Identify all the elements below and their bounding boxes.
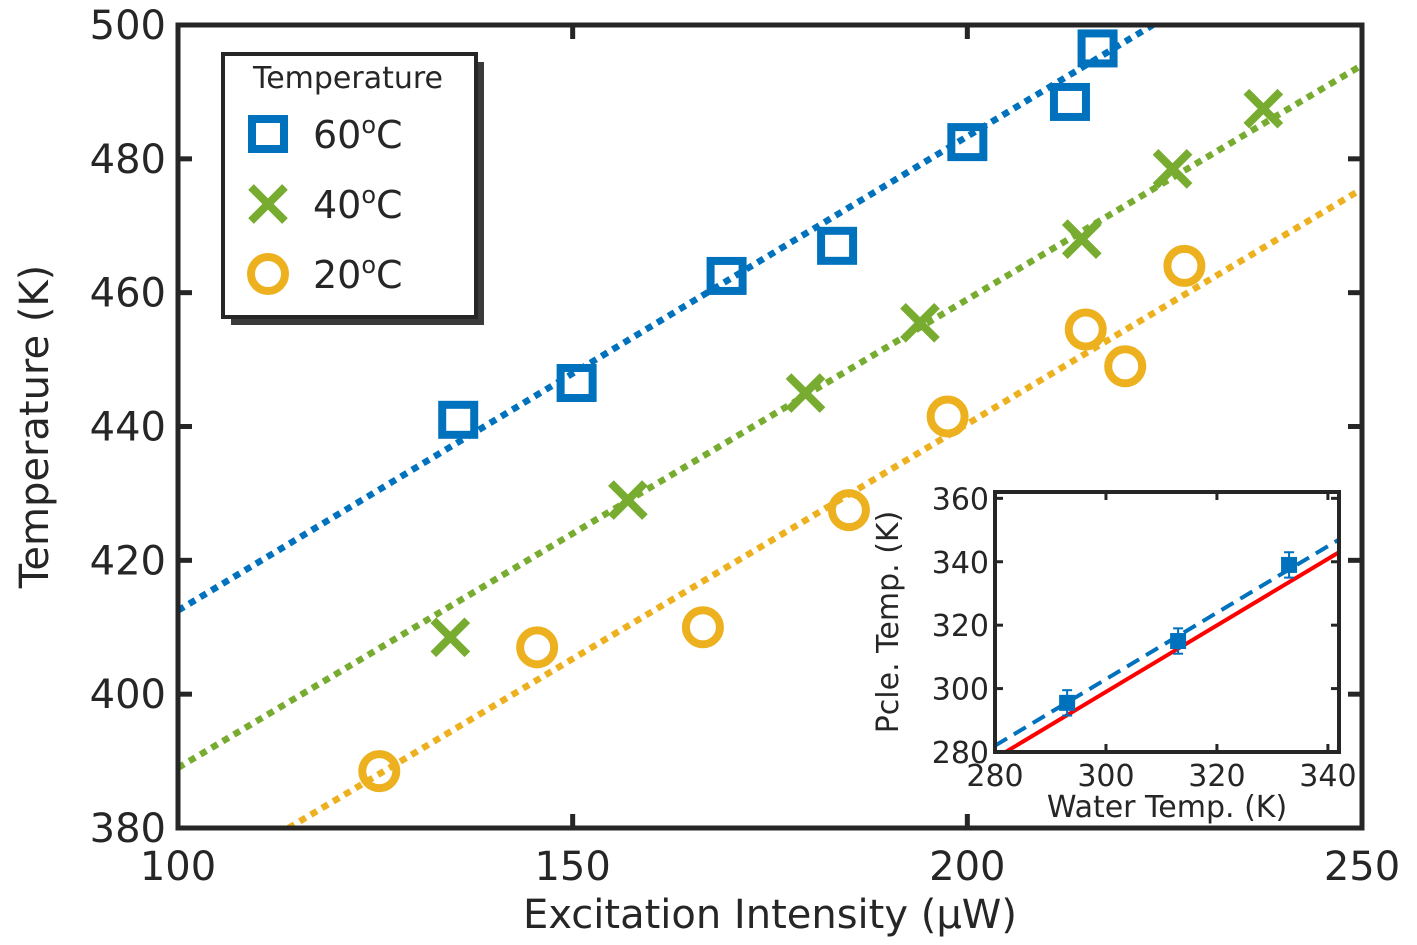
inset-x-axis-label: Water Temp. (K) <box>1047 790 1287 825</box>
data-point <box>947 123 988 162</box>
fit-line-2 <box>286 186 1362 828</box>
data-point <box>516 626 559 669</box>
data-point <box>926 395 969 438</box>
y-tick-label: 480 <box>90 137 166 183</box>
legend-label-superscript: o <box>361 111 376 139</box>
y-tick-label: 460 <box>90 271 166 317</box>
y-tick-label: 380 <box>90 806 166 852</box>
data-point <box>785 373 826 413</box>
inset-y-tick-label: 280 <box>932 736 989 771</box>
x-tick-label: 250 <box>1324 844 1400 890</box>
inset-y-tick-label: 340 <box>932 546 989 581</box>
legend-title: Temperature <box>252 61 443 96</box>
x-tick-label: 100 <box>140 844 216 890</box>
y-axis-label: Temperature (K) <box>12 265 58 590</box>
inset-data-point <box>1059 694 1076 711</box>
data-point <box>430 617 471 658</box>
legend-label-superscript: o <box>361 181 376 209</box>
data-point <box>1061 219 1102 259</box>
data-point <box>1243 88 1284 129</box>
inset-data-point <box>1281 556 1298 573</box>
inset-y-tick-label: 300 <box>932 673 989 708</box>
inset-y-tick-label: 320 <box>932 609 989 644</box>
inset-x-tick-label: 280 <box>966 759 1023 794</box>
inset-x-tick-label: 340 <box>1299 759 1356 794</box>
y-tick-label: 420 <box>90 538 166 584</box>
legend-label-superscript: o <box>361 251 376 279</box>
y-tick-label: 440 <box>90 405 166 451</box>
inset-y-tick-label: 360 <box>932 482 989 517</box>
inset-x-tick-label: 320 <box>1188 759 1245 794</box>
series-2 <box>358 244 1206 793</box>
data-point <box>1049 82 1090 121</box>
inset-background <box>995 492 1339 752</box>
legend-item-1: 40oC <box>248 181 403 227</box>
data-point <box>681 606 724 649</box>
legend-label-unit: C <box>376 113 403 157</box>
data-point <box>817 226 858 265</box>
legend-marker <box>248 184 288 224</box>
data-point <box>556 364 597 403</box>
inset-line-dashed <box>995 537 1339 748</box>
data-point <box>900 302 940 343</box>
legend-box <box>221 52 478 319</box>
legend-label-unit: C <box>376 183 403 227</box>
inset-frame <box>993 490 1341 754</box>
data-point <box>608 480 648 520</box>
data-point <box>438 400 479 439</box>
legend-item-2: 20oC <box>247 251 403 297</box>
legend-label-value: 20 <box>313 253 361 297</box>
x-axis-label: Excitation Intensity (µW) <box>523 892 1017 938</box>
legend-label: 60oC <box>313 111 403 157</box>
x-tick-label: 200 <box>929 844 1005 890</box>
legend-label-value: 60 <box>313 113 361 157</box>
legend-label: 20oC <box>313 251 403 297</box>
legend-item-0: 60oC <box>248 111 403 157</box>
data-point <box>1077 29 1118 68</box>
y-tick-label: 500 <box>90 3 166 49</box>
y-tick-label: 400 <box>90 672 166 718</box>
inset-x-tick-label: 300 <box>1077 759 1134 794</box>
main-plot: 100 150 200 250 380 400 420 440 460 480 500 Excitat… <box>12 3 1400 938</box>
legend-marker <box>247 253 289 295</box>
legend-label-value: 40 <box>313 183 361 227</box>
data-point <box>1152 149 1193 189</box>
legend-label-unit: C <box>376 253 403 297</box>
inset-y-axis-label: Pcle. Temp. (K) <box>871 511 906 734</box>
series-0 <box>438 29 1118 439</box>
legend-marker <box>248 115 288 153</box>
data-point <box>358 750 401 793</box>
series-1 <box>430 88 1284 658</box>
data-point <box>1064 308 1107 351</box>
inset-series-0 <box>1059 551 1298 717</box>
data-point <box>827 489 870 532</box>
inset-plot: 280 300 320 340 280 300 320 340 360 Water Temp. (… <box>871 482 1357 825</box>
x-tick-label: 150 <box>534 844 610 890</box>
data-point <box>1104 345 1147 388</box>
legend-label: 40oC <box>313 181 403 227</box>
data-point <box>1163 244 1206 287</box>
inset-data-point <box>1170 633 1187 650</box>
inset-line-solid <box>1001 550 1339 752</box>
data-point <box>706 256 747 295</box>
